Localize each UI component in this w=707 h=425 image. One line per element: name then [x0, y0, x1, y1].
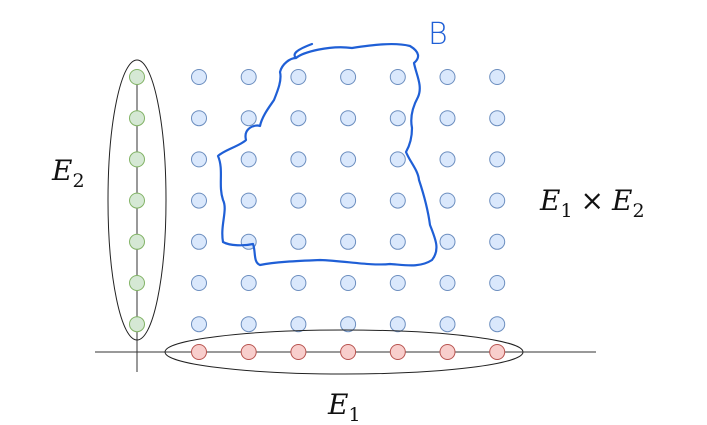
product-point — [389, 110, 406, 127]
product-point — [290, 275, 307, 291]
e1-point — [489, 344, 506, 360]
product-point — [191, 110, 207, 127]
product-point — [240, 275, 257, 291]
label-e1: E1 — [327, 388, 361, 425]
e1-points — [191, 344, 506, 360]
product-point — [340, 275, 357, 291]
product-point — [191, 233, 207, 250]
product-point — [489, 233, 506, 250]
product-grid-points — [191, 69, 506, 333]
product-point — [191, 275, 207, 291]
product-point — [389, 69, 406, 85]
product-point — [439, 110, 456, 127]
product-point — [439, 233, 456, 250]
product-point — [439, 151, 456, 168]
e2-point — [129, 192, 145, 209]
region-b-outline — [216, 42, 438, 267]
product-point — [340, 110, 357, 127]
product-point — [439, 316, 456, 333]
product-point — [340, 192, 357, 209]
product-point — [389, 151, 406, 168]
product-point — [489, 110, 506, 127]
product-point — [240, 316, 257, 333]
product-point — [290, 233, 307, 250]
product-point — [340, 69, 357, 85]
product-point — [439, 192, 456, 209]
product-point — [191, 316, 207, 333]
product-point — [191, 69, 207, 85]
product-point — [340, 151, 357, 168]
product-point — [240, 69, 257, 85]
product-point — [340, 233, 357, 250]
e1-point — [191, 344, 207, 360]
e2-point — [129, 233, 145, 250]
product-point — [439, 69, 456, 85]
product-point — [489, 69, 506, 85]
e1-point — [290, 344, 307, 360]
product-point — [240, 192, 257, 209]
e1-point — [389, 344, 406, 360]
e2-point — [129, 69, 145, 85]
product-point — [290, 110, 307, 127]
product-point — [439, 275, 456, 291]
e2-point — [129, 275, 145, 291]
product-point — [489, 316, 506, 333]
product-point — [489, 151, 506, 168]
product-point — [389, 316, 406, 333]
product-point — [290, 151, 307, 168]
product-point — [240, 151, 257, 168]
e2-points — [129, 69, 145, 333]
product-point — [389, 192, 406, 209]
product-point — [290, 316, 307, 333]
e2-point — [129, 151, 145, 168]
e2-point — [129, 110, 145, 127]
e1-point — [340, 344, 357, 360]
product-point — [489, 275, 506, 291]
product-point — [290, 69, 307, 85]
e1-point — [240, 344, 257, 360]
product-point — [340, 316, 357, 333]
product-point — [489, 192, 506, 209]
product-point — [290, 192, 307, 209]
product-point — [389, 275, 406, 291]
e2-ellipse — [107, 59, 167, 341]
product-point — [191, 192, 207, 209]
product-point — [240, 110, 257, 127]
e2-point — [129, 316, 145, 333]
e1-point — [439, 344, 456, 360]
product-point — [389, 233, 406, 250]
label-region-b: B — [428, 17, 448, 52]
product-point — [191, 151, 207, 168]
label-e2: E2 — [51, 154, 85, 192]
label-product: E1 × E2 — [539, 184, 645, 222]
e1-ellipse — [164, 329, 524, 375]
